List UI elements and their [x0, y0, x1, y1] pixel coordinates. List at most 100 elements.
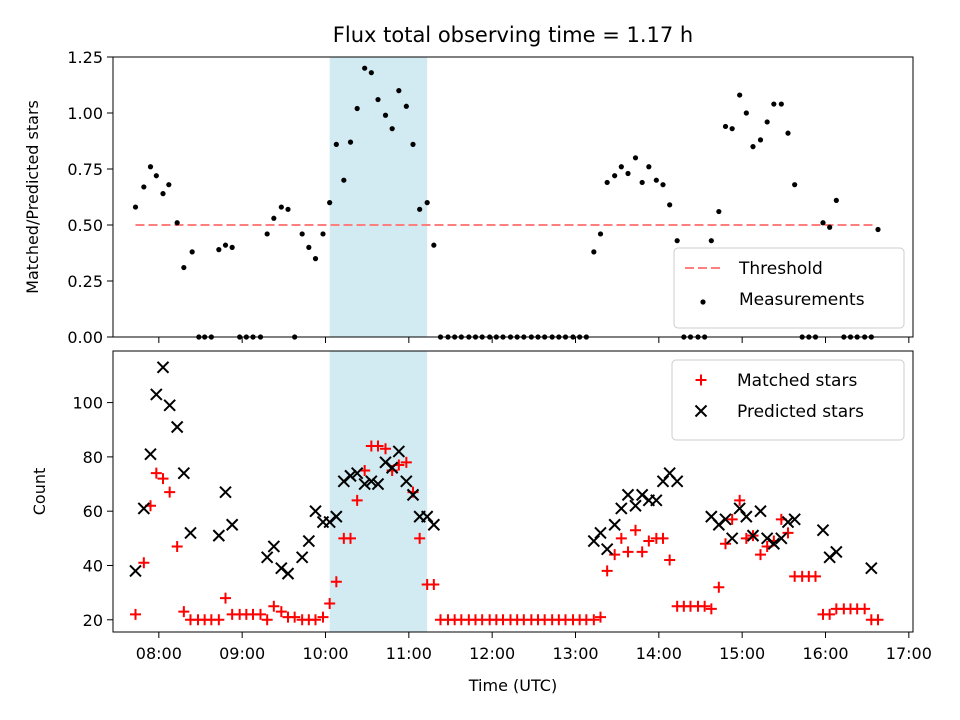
data-point [344, 469, 357, 483]
plot-frame [112, 350, 914, 633]
chart-title: Flux total observing time = 1.17 h [333, 23, 693, 47]
data-point [222, 242, 229, 248]
legend-label: Matched stars [737, 371, 857, 391]
data-point [424, 200, 430, 206]
data-point [629, 499, 642, 512]
data-point [345, 532, 356, 544]
y-tick-label: 0.75 [67, 160, 103, 179]
data-point [317, 611, 329, 623]
data-point [267, 540, 281, 553]
data-point [138, 557, 150, 569]
data-point [150, 388, 163, 401]
data-point [872, 614, 884, 626]
data-point [157, 473, 169, 485]
data-point [778, 101, 784, 107]
data-point [737, 92, 743, 98]
x-tick-label: 12:00 [469, 644, 515, 663]
data-point [601, 565, 613, 577]
data-point [160, 191, 166, 197]
panel-ratio: 0.00 0.25 0.50 0.75 1.00 1.25 Threshold Measure… [67, 48, 914, 347]
data-point [144, 447, 157, 461]
data-point [299, 231, 305, 237]
data-point [385, 461, 399, 474]
data-point [333, 141, 339, 147]
y-tick-label: 0.25 [67, 272, 103, 291]
y-tick-label: 0.00 [67, 328, 103, 347]
data-point [431, 242, 437, 248]
data-point [141, 184, 147, 190]
data-point [132, 204, 139, 210]
panel-count: 20 40 60 80 100 08:00 09:00 10:00 11:00 12:00 13:0… [72, 350, 932, 663]
data-point [129, 564, 142, 578]
data-point [587, 534, 601, 548]
data-point [309, 504, 322, 518]
data-point [392, 445, 406, 458]
data-point [604, 179, 610, 186]
data-point [775, 532, 788, 545]
data-point [417, 206, 423, 212]
data-point [320, 231, 326, 237]
data-point [396, 88, 402, 94]
data-point [225, 518, 239, 531]
data-point [816, 523, 830, 537]
data-point [400, 456, 412, 468]
data-point [646, 164, 652, 170]
data-point [588, 614, 600, 626]
data-point [327, 200, 333, 206]
data-point [716, 208, 722, 215]
data-point [255, 608, 266, 620]
data-point [726, 513, 738, 525]
data-point [608, 518, 621, 531]
data-point [150, 467, 162, 479]
data-point [875, 226, 881, 233]
data-point [400, 475, 413, 488]
plot-layers: 0.00 0.25 0.50 0.75 1.00 1.25 Threshold Measure… [67, 48, 932, 663]
data-point [380, 443, 391, 455]
data-point [375, 96, 381, 103]
data-point [788, 513, 801, 526]
data-point [264, 231, 270, 237]
y-tick-label: 100 [72, 394, 103, 413]
data-point [212, 529, 226, 542]
series-matched-stars [130, 440, 884, 626]
data-point [719, 513, 732, 526]
data-point [275, 606, 287, 618]
x-tick-label: 13:00 [552, 644, 598, 663]
data-point [612, 173, 618, 179]
data-point [636, 546, 648, 558]
legend-box [673, 247, 905, 329]
data-point [403, 103, 409, 109]
data-point [358, 477, 371, 491]
data-point [771, 101, 777, 107]
data-point [260, 551, 274, 564]
data-point [268, 600, 280, 612]
data-point [156, 361, 170, 374]
data-point [595, 611, 606, 623]
data-point [674, 238, 680, 244]
data-point [389, 126, 395, 132]
highlight-span [329, 57, 428, 337]
data-point [281, 567, 295, 580]
data-point [137, 502, 151, 515]
y-tick-label: 20 [83, 611, 103, 630]
data-point [410, 141, 416, 147]
data-point [330, 510, 343, 523]
data-point [621, 488, 635, 502]
data-point [639, 179, 645, 186]
x-tick-label: 09:00 [219, 644, 265, 663]
data-point [757, 137, 764, 143]
x-tick-label: 10:00 [302, 644, 348, 663]
data-point [618, 164, 624, 170]
data-point [755, 549, 766, 561]
data-point [365, 475, 378, 488]
data-point [184, 526, 197, 540]
x-tick-label: 17:00 [886, 644, 932, 663]
plot-frame [112, 56, 914, 338]
data-point [785, 130, 791, 136]
data-point [600, 542, 614, 556]
data-point [382, 112, 389, 118]
data-point [371, 477, 385, 491]
data-point [362, 65, 368, 71]
data-point [810, 570, 821, 582]
